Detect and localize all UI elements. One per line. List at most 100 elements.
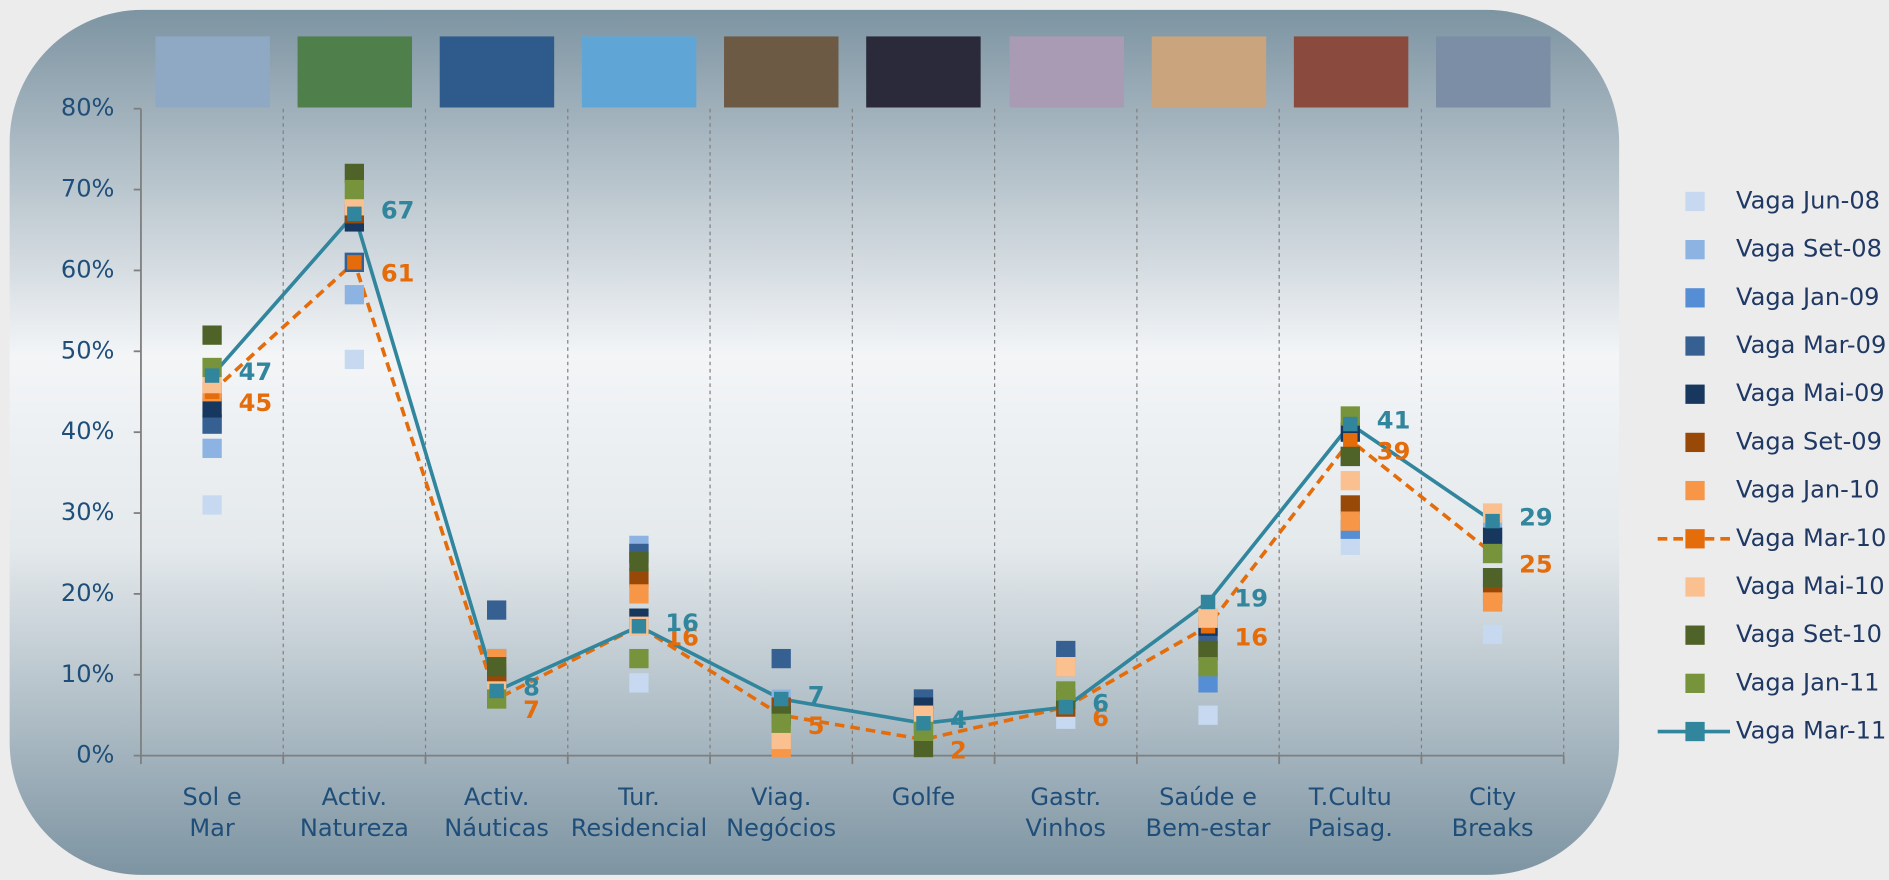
- data-label: 2: [950, 737, 967, 765]
- legend-marker: [1685, 240, 1705, 260]
- y-tick-label: 50%: [61, 336, 115, 364]
- photo: [1009, 36, 1125, 108]
- marker: [487, 600, 507, 620]
- photo: [1436, 36, 1551, 108]
- series-line: [210, 259, 1494, 742]
- legend-label: Vaga Mai-10: [1736, 572, 1885, 600]
- marker: [347, 255, 362, 270]
- marker: [347, 206, 362, 222]
- y-tick-label: 70%: [61, 175, 115, 203]
- photo: [581, 36, 697, 108]
- marker: [771, 648, 791, 669]
- marker: [1200, 594, 1216, 610]
- legend-marker: [1685, 673, 1705, 693]
- marker: [631, 619, 647, 634]
- data-label: 16: [1235, 623, 1269, 651]
- data-label: 4: [950, 706, 967, 734]
- legend-label: Vaga Jan-09: [1736, 283, 1880, 311]
- data-label: 29: [1519, 504, 1553, 532]
- legend-marker: [1685, 529, 1705, 549]
- photo: [1151, 36, 1267, 108]
- marker: [1343, 433, 1358, 448]
- legend-label: Vaga Mai-09: [1736, 379, 1885, 407]
- marker: [1056, 640, 1076, 661]
- marker: [771, 713, 791, 733]
- legend-label: Vaga Set-08: [1736, 235, 1882, 263]
- marker: [629, 568, 649, 588]
- marker: [1340, 535, 1360, 556]
- legend-marker: [1685, 721, 1705, 742]
- marker: [487, 657, 507, 677]
- x-tick-label: Activ. Natureza: [300, 783, 409, 842]
- y-tick-label: 20%: [61, 579, 115, 607]
- legend-marker: [1685, 480, 1705, 501]
- data-label: 6: [1092, 690, 1109, 718]
- legend-label: Vaga Mar-10: [1736, 524, 1886, 552]
- x-tick-label: Saúde e Bem-estar: [1146, 783, 1271, 842]
- photo: [439, 36, 555, 108]
- legend-label: Vaga Set-09: [1736, 427, 1882, 455]
- series-line: [210, 210, 1494, 726]
- marker: [1485, 513, 1500, 529]
- marker: [916, 716, 931, 731]
- data-label: 8: [523, 674, 540, 702]
- legend-label: Vaga Mar-11: [1736, 717, 1886, 745]
- y-tick-label: 0%: [76, 741, 114, 769]
- marker: [202, 414, 222, 434]
- photo: [724, 36, 839, 108]
- data-label: 39: [1377, 437, 1411, 465]
- data-label: 7: [523, 696, 540, 724]
- photo: [1293, 36, 1409, 108]
- legend-marker: [1685, 384, 1705, 404]
- marker: [1343, 416, 1358, 432]
- marker: [1340, 511, 1360, 531]
- photo: [297, 36, 413, 108]
- x-tick-label: City Breaks: [1452, 783, 1534, 842]
- data-label: 47: [239, 358, 273, 386]
- marker: [1198, 657, 1218, 677]
- x-tick-label: Gastr. Vinhos: [1026, 783, 1106, 842]
- marker: [913, 737, 934, 758]
- marker: [202, 495, 222, 515]
- marker: [629, 673, 649, 693]
- x-tick-label: T.Cultu Paisag.: [1308, 783, 1393, 842]
- legend-marker: [1685, 191, 1705, 212]
- marker: [344, 179, 365, 200]
- x-tick-label: Golfe: [892, 783, 955, 811]
- legend-label: Vaga Jan-10: [1736, 476, 1880, 504]
- legend-label: Vaga Mar-09: [1736, 331, 1886, 359]
- marker: [1482, 527, 1503, 547]
- marker: [204, 368, 220, 383]
- y-tick-label: 60%: [61, 255, 115, 283]
- legend-label: Vaga Set-10: [1736, 620, 1882, 648]
- photo: [155, 36, 270, 108]
- marker: [489, 683, 504, 699]
- x-tick-label: Viag. Negócios: [726, 783, 836, 842]
- marker: [202, 325, 222, 345]
- legend-marker: [1685, 577, 1705, 597]
- data-label: 45: [239, 389, 273, 417]
- y-tick-label: 40%: [61, 417, 115, 445]
- marker: [1340, 446, 1360, 467]
- legend-marker: [1685, 625, 1705, 645]
- data-label: 7: [808, 682, 825, 710]
- marker: [344, 285, 365, 305]
- marker: [629, 648, 649, 669]
- marker: [1482, 543, 1503, 564]
- x-tick-label: Activ. Náuticas: [444, 783, 549, 842]
- data-label: 25: [1519, 551, 1553, 579]
- y-tick-label: 10%: [61, 660, 115, 688]
- data-label: 61: [381, 259, 415, 287]
- marker: [771, 729, 791, 750]
- data-label: 16: [665, 609, 699, 637]
- marker: [629, 584, 649, 604]
- marker: [629, 551, 649, 572]
- marker: [773, 691, 789, 707]
- marker: [1198, 640, 1218, 661]
- marker: [202, 398, 222, 418]
- data-label: 67: [381, 196, 415, 224]
- marker: [1198, 673, 1218, 693]
- marker: [1482, 568, 1503, 588]
